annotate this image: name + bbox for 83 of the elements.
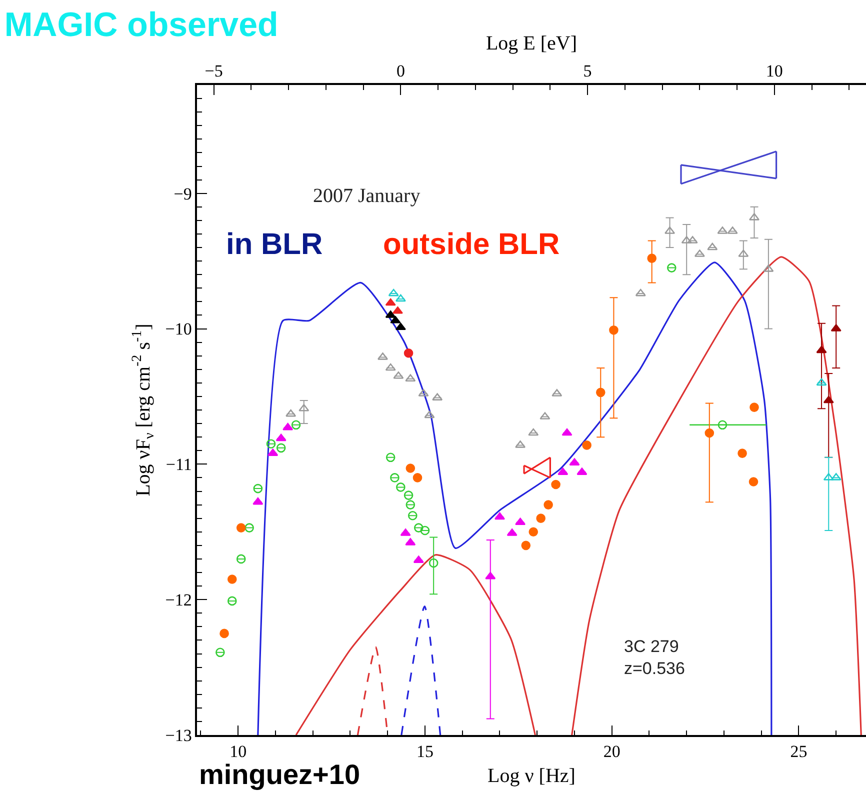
x-tick-label: 15 bbox=[416, 742, 434, 762]
point bbox=[816, 346, 827, 354]
text: minguez+10 bbox=[199, 759, 360, 790]
point bbox=[544, 500, 553, 510]
point bbox=[385, 298, 396, 306]
point bbox=[385, 363, 396, 371]
point bbox=[216, 648, 225, 658]
line-series bbox=[571, 256, 862, 735]
point bbox=[738, 448, 747, 458]
x2-tick-label: 10 bbox=[766, 61, 783, 80]
point bbox=[282, 422, 294, 430]
y-tick-label: −11 bbox=[166, 455, 192, 474]
x2-tick-label: 0 bbox=[396, 61, 405, 80]
point bbox=[536, 514, 546, 523]
point bbox=[404, 348, 414, 358]
point bbox=[276, 434, 286, 442]
y-tick-label: −9 bbox=[174, 184, 192, 204]
point bbox=[596, 388, 606, 398]
point bbox=[816, 378, 827, 386]
y-tick-label: −12 bbox=[165, 590, 192, 610]
x2-tick-label: 5 bbox=[583, 61, 592, 80]
point bbox=[276, 443, 286, 453]
chart-title: MAGIC observed bbox=[4, 6, 278, 44]
point bbox=[521, 540, 531, 550]
point bbox=[227, 574, 237, 584]
line-series bbox=[295, 554, 536, 735]
annotation: in BLR bbox=[226, 228, 323, 261]
point bbox=[424, 410, 435, 418]
point bbox=[291, 420, 301, 430]
point bbox=[609, 325, 618, 335]
x-tick-label: 20 bbox=[603, 742, 620, 762]
point bbox=[515, 518, 526, 526]
point bbox=[582, 440, 592, 450]
point bbox=[750, 402, 759, 412]
point bbox=[253, 484, 263, 494]
x2-axis-title: Log E [eV] bbox=[486, 32, 578, 54]
point bbox=[528, 428, 539, 436]
y-tick-label: −13 bbox=[165, 726, 192, 745]
point bbox=[704, 428, 714, 438]
x-tick-label: 10 bbox=[230, 742, 247, 762]
point bbox=[390, 316, 401, 324]
point bbox=[635, 288, 646, 296]
x-tick-label: 25 bbox=[790, 742, 808, 762]
point bbox=[220, 628, 229, 638]
annotation: 2007 January bbox=[313, 185, 420, 207]
point bbox=[286, 409, 296, 417]
point bbox=[667, 263, 676, 272]
point bbox=[395, 294, 406, 302]
x2-tick-label: −5 bbox=[204, 61, 223, 80]
y-tick-label: −10 bbox=[165, 320, 192, 339]
point bbox=[395, 322, 406, 330]
point bbox=[494, 512, 505, 520]
point bbox=[396, 482, 406, 492]
point bbox=[412, 473, 422, 482]
point bbox=[244, 523, 254, 532]
point bbox=[647, 254, 656, 263]
point bbox=[406, 500, 416, 510]
point bbox=[707, 242, 718, 250]
x-axis-title: Log ν [Hz] bbox=[488, 765, 576, 788]
point bbox=[551, 480, 560, 490]
point bbox=[414, 523, 424, 532]
point bbox=[562, 428, 572, 436]
point bbox=[748, 477, 758, 486]
point bbox=[388, 288, 399, 296]
point bbox=[528, 527, 538, 537]
point bbox=[406, 464, 416, 473]
line-series bbox=[257, 262, 772, 735]
point bbox=[386, 452, 396, 462]
point bbox=[236, 523, 246, 532]
point bbox=[266, 439, 276, 448]
annotation: 3C 279 z=0.536 bbox=[624, 637, 685, 678]
point bbox=[404, 490, 414, 500]
point bbox=[428, 558, 438, 568]
point bbox=[390, 473, 400, 482]
annotation: outside BLR bbox=[383, 228, 560, 261]
point bbox=[227, 596, 237, 606]
point bbox=[252, 497, 264, 505]
point bbox=[718, 420, 728, 430]
point bbox=[485, 572, 496, 580]
point bbox=[823, 396, 834, 404]
point bbox=[420, 526, 430, 536]
point bbox=[408, 510, 418, 520]
point bbox=[236, 554, 246, 564]
